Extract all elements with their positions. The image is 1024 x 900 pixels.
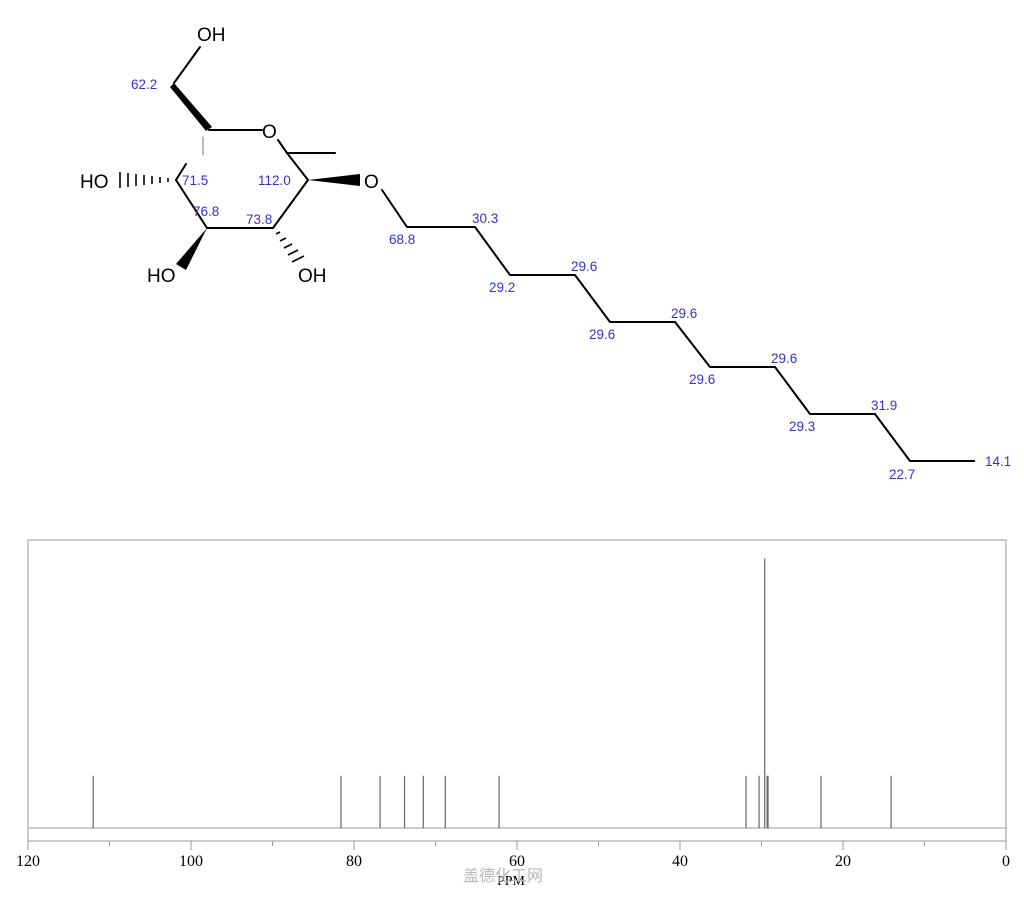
shift-chain-10: 31.9 — [871, 398, 897, 413]
shift-chain-2: 30.3 — [472, 211, 498, 226]
bond-o-c1 — [277, 139, 288, 154]
shift-chain-11: 22.7 — [889, 467, 915, 482]
shift-chain-4: 29.6 — [571, 259, 597, 274]
shift-c4: 71.5 — [182, 173, 208, 188]
shift-chain-12: 14.1 — [985, 454, 1011, 469]
tick-label-80: 80 — [346, 853, 362, 870]
alkyl-chain — [407, 226, 975, 462]
tick-label-100: 100 — [179, 853, 203, 870]
shift-chain-3: 29.2 — [489, 280, 515, 295]
shift-c3: 76.8 — [193, 204, 219, 219]
wedge-c5-c6 — [170, 83, 212, 131]
hash-c4-oh — [119, 172, 169, 188]
shift-labels: 62.2 71.5 112.0 76.8 73.8 68.8 30.3 29.2… — [131, 77, 1011, 482]
ring-bonds — [173, 46, 408, 229]
bond-ring-c2 — [272, 179, 309, 229]
shift-c6: 62.2 — [131, 77, 157, 92]
bond-o-chain — [381, 189, 408, 228]
molecule-structure: OH O HO HO OH O 62.2 71.5 112.0 76.8 73.… — [80, 25, 1011, 482]
tick-label-20: 20 — [835, 853, 851, 870]
atom-oh-bottom-right: OH — [298, 266, 327, 287]
shift-chain-7: 29.6 — [689, 372, 715, 387]
wedge-c1-o — [308, 174, 360, 186]
shift-chain-8: 29.6 — [771, 351, 797, 366]
shift-chain-6: 29.6 — [671, 306, 697, 321]
tick-label-60: 60 — [509, 853, 525, 870]
shift-chain-5: 29.6 — [589, 327, 615, 342]
x-axis-ticks — [27, 841, 1007, 850]
atom-oh-bottom-left: HO — [147, 266, 176, 287]
tick-label-120: 120 — [16, 853, 40, 870]
shift-chain-9: 29.3 — [789, 419, 815, 434]
shift-c2: 73.8 — [246, 212, 272, 227]
atom-ring-o: O — [262, 122, 277, 143]
watermark-text: 盖德化工网 — [463, 866, 543, 885]
atom-oh-top: OH — [197, 25, 226, 46]
peak-group — [92, 558, 892, 828]
tick-label-0: 0 — [1002, 853, 1010, 870]
bond-c4-up — [175, 163, 187, 181]
wedge-bonds — [170, 83, 360, 270]
hash-bonds — [119, 172, 305, 263]
bond-c3-c4 — [175, 179, 208, 229]
bond-c6-oh — [173, 46, 201, 84]
tick-label-40: 40 — [672, 853, 688, 870]
plot-frame — [27, 539, 1007, 842]
wedge-c3-oh — [176, 228, 207, 270]
shift-chain-1: 68.8 — [389, 232, 415, 247]
hash-c2-oh — [275, 231, 305, 263]
x-axis-title: PPM — [497, 874, 526, 889]
bond-c1-cx — [286, 152, 309, 181]
x-axis-tick-labels: 120 100 80 60 40 20 0 — [16, 853, 1010, 870]
atom-oh-left: HO — [80, 172, 109, 193]
shift-c1: 112.0 — [258, 173, 291, 188]
atom-ether-o: O — [364, 172, 379, 193]
